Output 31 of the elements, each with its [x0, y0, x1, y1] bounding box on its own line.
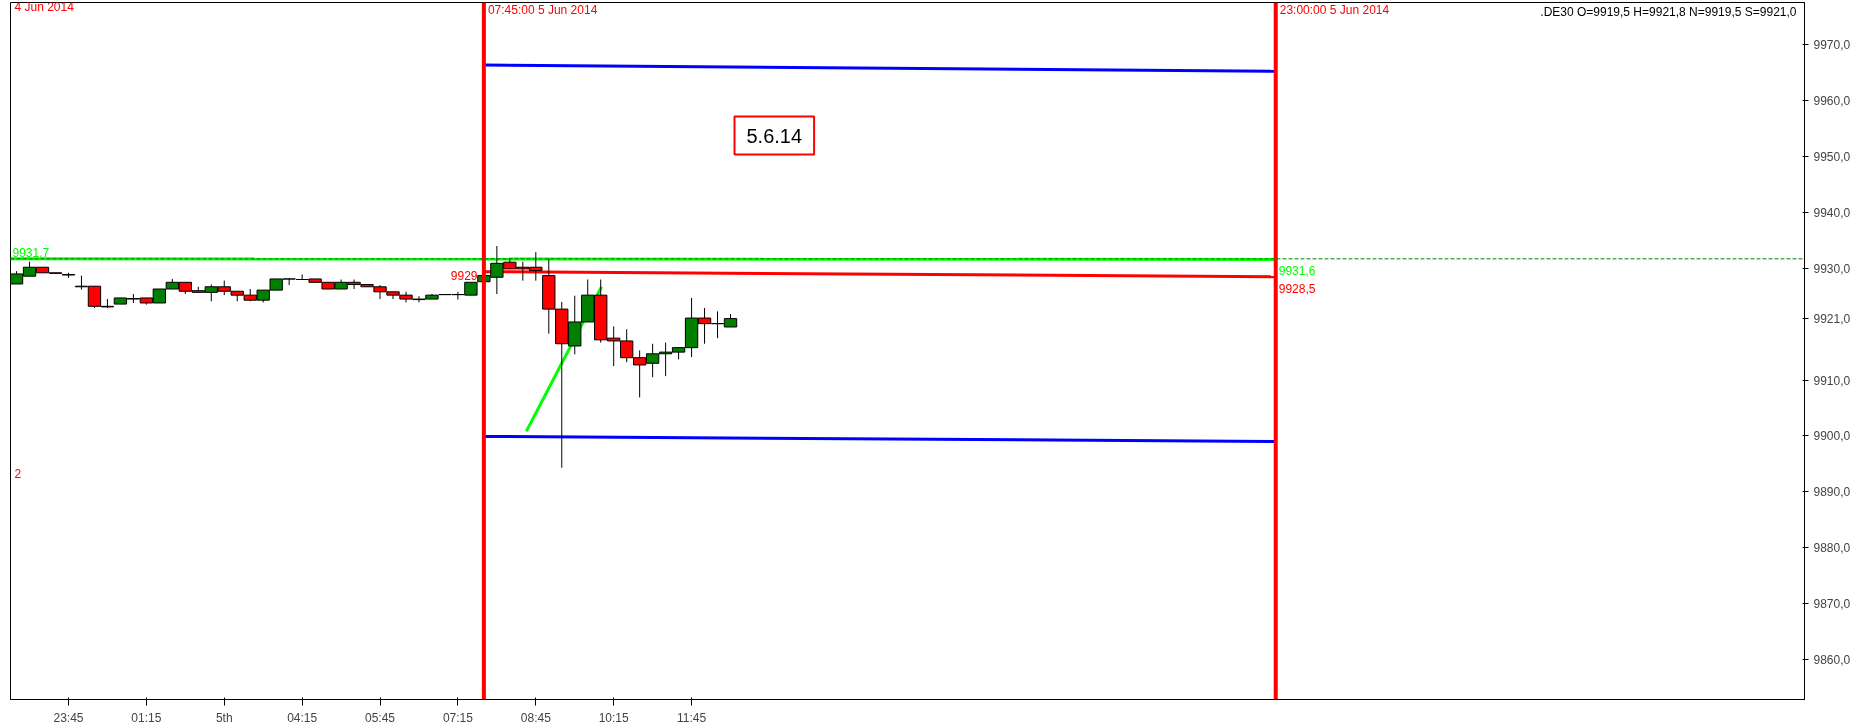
data-label: 9931,6 [1278, 264, 1316, 279]
x-tick-label: 23:45 [53, 710, 84, 725]
x-tick-label: 04:15 [287, 710, 318, 725]
x-tick-label: 01:15 [131, 710, 162, 725]
annotation: 4 Jun 2014 [14, 0, 75, 14]
x-tick-label: 10:15 [598, 710, 630, 725]
data-label: 9929, [450, 268, 481, 283]
y-tick-label: 9890,0 [1813, 485, 1851, 500]
x-tick-label: 07:15 [442, 710, 474, 725]
annotation: 2 [14, 466, 22, 481]
chart-title: .DE30 O=9919,5 H=9921,8 N=9919,5 S=9921,0 [1540, 4, 1797, 19]
y-tick-label: 9970,0 [1813, 38, 1851, 53]
y-tick-label: 9880,0 [1813, 541, 1851, 556]
ref-line-label: 23:00:00 5 Jun 2014 [1279, 2, 1390, 17]
x-tick-label: 11:45 [677, 710, 707, 725]
x-tick-label: 05:45 [365, 710, 396, 725]
x-tick-label: 08:45 [520, 710, 552, 725]
y-tick-label: 9870,0 [1813, 596, 1851, 611]
annotation: 5.6.14 [746, 124, 803, 147]
x-tick-label: 5th [215, 710, 233, 725]
y-tick-label: 9900,0 [1813, 429, 1851, 444]
y-tick-label: 9860,0 [1813, 652, 1851, 667]
y-tick-label: 9960,0 [1813, 94, 1851, 109]
y-tick-label: 9910,0 [1813, 373, 1851, 388]
y-tick-label: 9940,0 [1813, 205, 1851, 220]
y-tick-label: 9950,0 [1813, 150, 1851, 165]
y-tick-label: 9930,0 [1813, 261, 1851, 276]
ref-line-label: 07:45:00 5 Jun 2014 [487, 2, 598, 17]
y-tick-label: 9921,0 [1813, 312, 1851, 327]
data-label: 9928,5 [1278, 281, 1316, 296]
data-label: 9931,7 [12, 245, 50, 260]
